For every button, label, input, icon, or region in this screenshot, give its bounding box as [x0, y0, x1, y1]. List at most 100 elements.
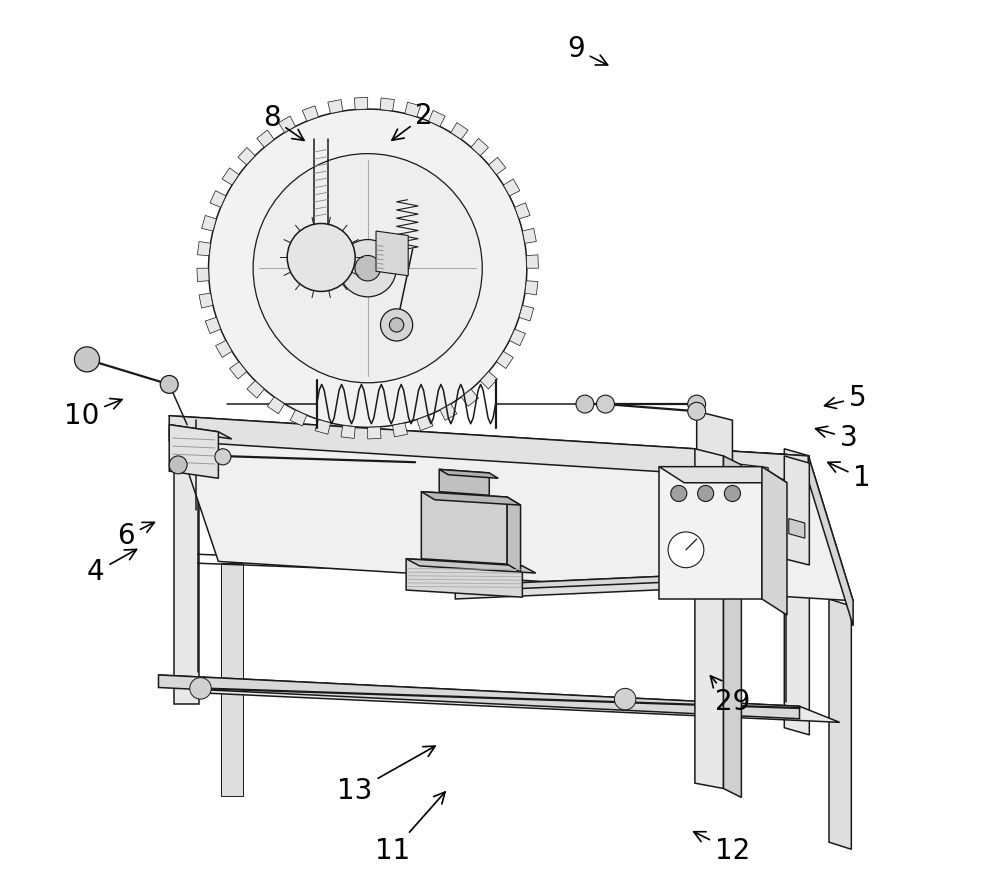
Polygon shape [368, 426, 381, 439]
Polygon shape [789, 519, 805, 538]
Polygon shape [197, 241, 211, 256]
Polygon shape [421, 492, 507, 564]
Polygon shape [829, 599, 851, 849]
Text: 5: 5 [825, 384, 866, 412]
Circle shape [209, 109, 527, 427]
Circle shape [688, 395, 706, 413]
Polygon shape [429, 111, 445, 126]
Polygon shape [471, 139, 488, 156]
Polygon shape [169, 425, 218, 478]
Polygon shape [509, 329, 525, 346]
Circle shape [698, 477, 731, 510]
Polygon shape [380, 98, 394, 111]
Polygon shape [455, 575, 713, 591]
Circle shape [724, 485, 740, 502]
Circle shape [698, 485, 714, 502]
Polygon shape [169, 425, 232, 439]
Circle shape [74, 347, 99, 372]
Text: 3: 3 [816, 424, 858, 452]
Polygon shape [222, 168, 239, 185]
Polygon shape [659, 467, 762, 599]
Polygon shape [507, 497, 521, 572]
Circle shape [671, 485, 687, 502]
Polygon shape [199, 293, 213, 308]
Polygon shape [290, 410, 307, 426]
Polygon shape [697, 411, 732, 554]
Polygon shape [210, 190, 226, 207]
Polygon shape [695, 449, 724, 789]
Text: 9: 9 [567, 35, 608, 65]
Circle shape [576, 395, 594, 413]
Circle shape [160, 375, 178, 393]
Text: 12: 12 [694, 831, 750, 865]
Polygon shape [169, 416, 808, 481]
Polygon shape [525, 281, 538, 295]
Polygon shape [489, 157, 506, 174]
Polygon shape [439, 469, 489, 495]
Polygon shape [762, 467, 787, 615]
Polygon shape [421, 492, 521, 505]
Polygon shape [461, 389, 479, 407]
Polygon shape [205, 317, 221, 333]
Polygon shape [267, 397, 285, 414]
Text: 1: 1 [828, 462, 871, 493]
Polygon shape [158, 675, 799, 719]
Polygon shape [451, 122, 468, 139]
Text: 13: 13 [337, 746, 435, 805]
Text: 4: 4 [87, 550, 137, 586]
Polygon shape [354, 97, 368, 110]
Text: 11: 11 [375, 792, 445, 865]
Polygon shape [202, 215, 216, 231]
Circle shape [253, 154, 482, 383]
Polygon shape [376, 231, 408, 275]
Circle shape [355, 256, 380, 281]
Circle shape [287, 224, 355, 291]
Circle shape [614, 688, 636, 710]
Circle shape [688, 402, 706, 420]
Polygon shape [302, 105, 319, 122]
Circle shape [668, 532, 704, 568]
Polygon shape [784, 449, 809, 735]
Circle shape [597, 395, 614, 413]
Polygon shape [417, 415, 433, 431]
Polygon shape [221, 563, 243, 796]
Polygon shape [480, 372, 498, 389]
Polygon shape [216, 341, 232, 358]
Polygon shape [519, 306, 534, 321]
Polygon shape [393, 423, 408, 437]
Circle shape [389, 317, 404, 332]
Circle shape [380, 308, 413, 341]
Polygon shape [710, 475, 768, 492]
Polygon shape [197, 268, 209, 282]
Circle shape [169, 456, 187, 474]
Polygon shape [710, 460, 768, 480]
Polygon shape [328, 99, 343, 114]
Polygon shape [503, 179, 520, 196]
Polygon shape [406, 559, 522, 597]
Circle shape [190, 678, 211, 699]
Polygon shape [439, 469, 498, 478]
Circle shape [339, 240, 396, 297]
Polygon shape [230, 362, 247, 379]
Polygon shape [784, 456, 809, 565]
Polygon shape [406, 559, 536, 573]
Polygon shape [238, 148, 255, 164]
Polygon shape [405, 102, 420, 117]
Polygon shape [496, 351, 513, 368]
Polygon shape [158, 675, 840, 722]
Circle shape [215, 449, 231, 465]
Polygon shape [724, 456, 741, 797]
Polygon shape [808, 456, 853, 626]
Polygon shape [455, 575, 695, 599]
Polygon shape [257, 130, 274, 148]
Polygon shape [174, 418, 199, 704]
Polygon shape [341, 426, 355, 438]
Text: 6: 6 [117, 522, 154, 551]
Polygon shape [278, 116, 295, 132]
Text: 8: 8 [263, 104, 304, 140]
Polygon shape [440, 404, 457, 420]
Polygon shape [659, 467, 787, 483]
Text: 10: 10 [64, 399, 122, 430]
Polygon shape [315, 419, 331, 434]
Text: 2: 2 [392, 102, 433, 140]
